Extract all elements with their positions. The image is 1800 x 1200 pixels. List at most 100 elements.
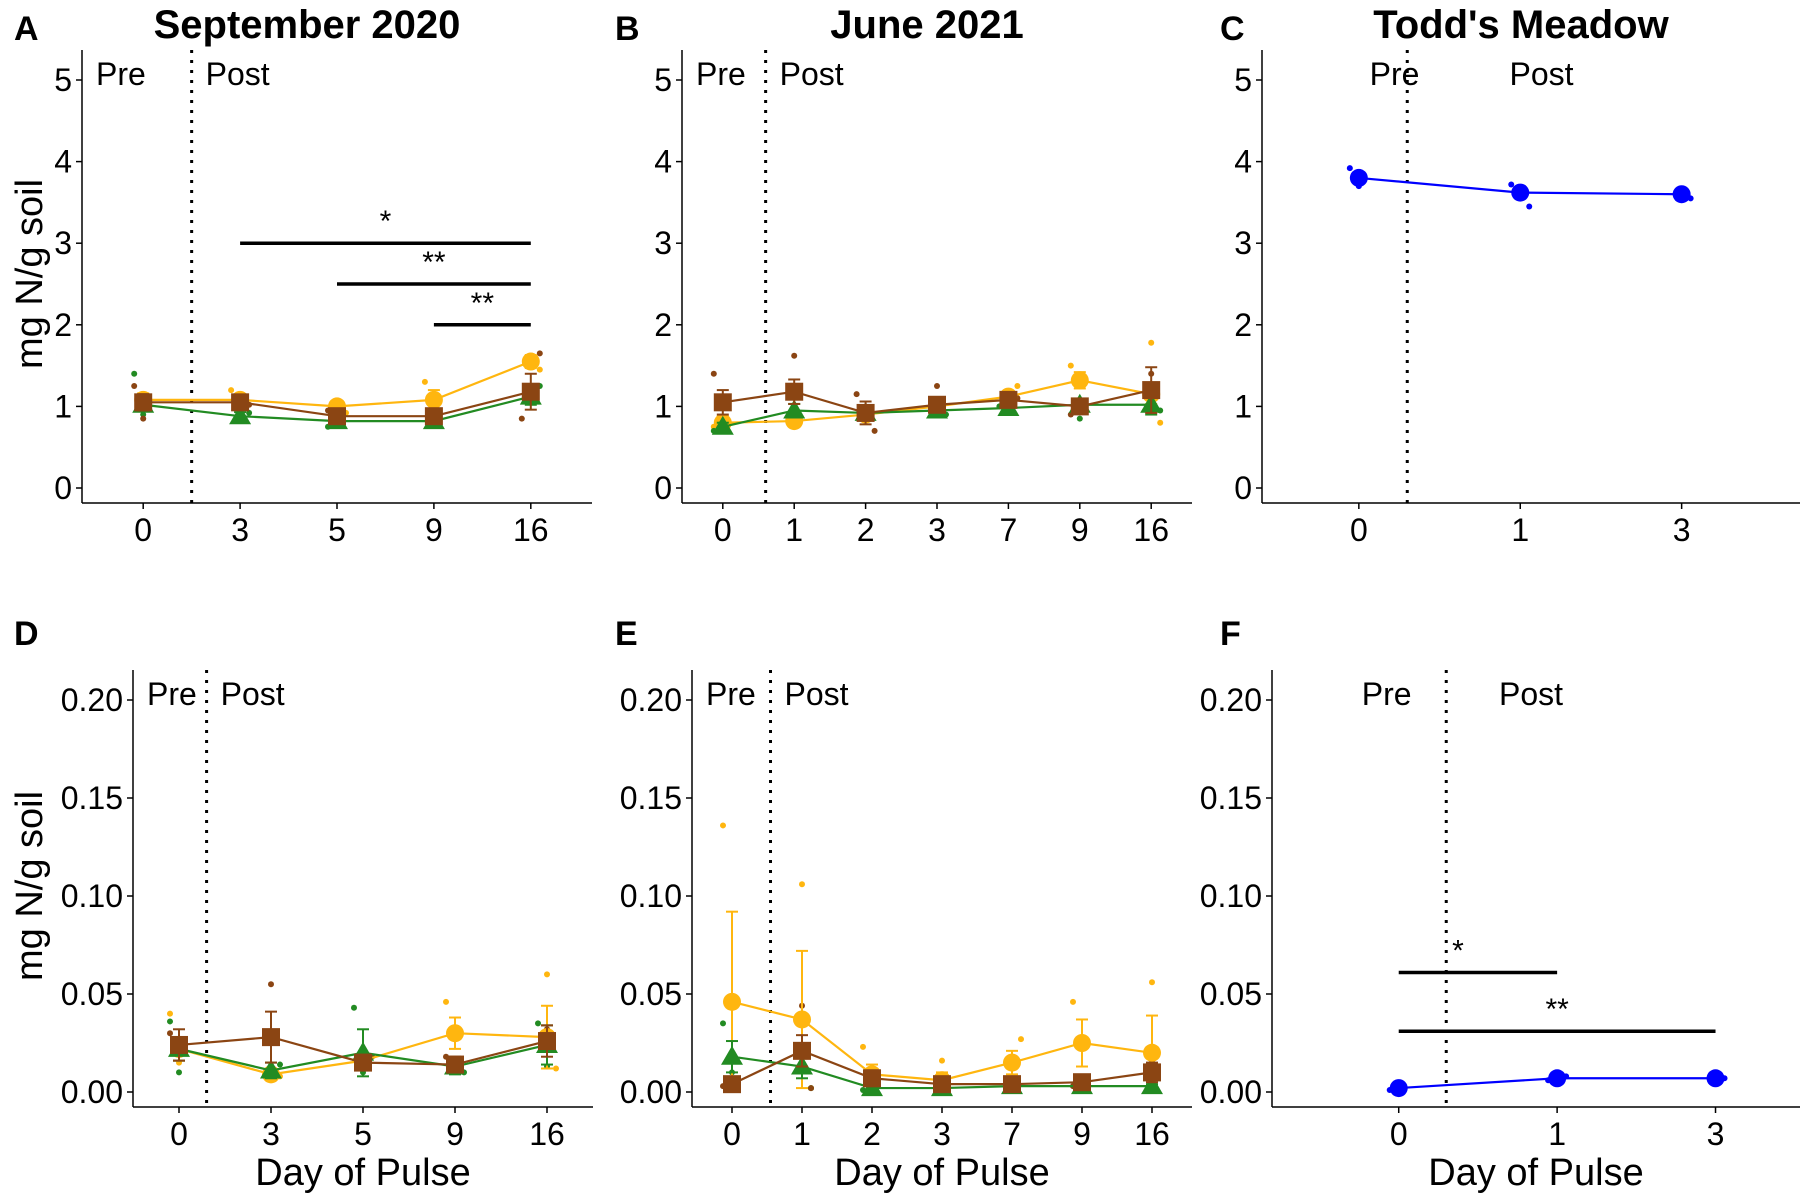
series-marker-circle [1349, 168, 1368, 187]
raw-point [167, 1010, 173, 1017]
series-marker-circle [1511, 183, 1530, 202]
panel-a: A September 2020 0 1 2 3 4 5 0 3 5 9 16 Pre Post mg N/g… [9, 3, 592, 548]
x-tick-label: 16 [1133, 512, 1169, 548]
series-marker-triangle [721, 1045, 743, 1065]
raw-point [351, 1004, 357, 1011]
post-label: Post [1509, 56, 1573, 92]
series-marker-square [231, 393, 250, 412]
raw-point [1526, 203, 1533, 210]
series-marker-square [863, 1069, 881, 1088]
raw-point [871, 427, 878, 434]
panel-c: C Todd's Meadow 0 1 2 3 4 5 0 1 3 Pre Post [1220, 3, 1800, 548]
pre-label: Pre [147, 676, 197, 712]
x-tick-label: 3 [231, 512, 249, 548]
raw-point [791, 352, 798, 359]
series-marker-triangle [783, 399, 806, 419]
x-tick-label: 9 [1071, 512, 1089, 548]
x-tick-label: 5 [328, 512, 346, 548]
series-marker-square [1003, 1075, 1021, 1094]
x-tick-label: 3 [262, 1116, 280, 1152]
raw-point [860, 1043, 866, 1050]
post-label: Post [206, 56, 270, 92]
series-marker-circle [1389, 1079, 1408, 1098]
raw-point [277, 1061, 283, 1068]
series-marker-circle [424, 390, 443, 409]
raw-point [140, 415, 147, 422]
y-tick-label: 5 [54, 62, 72, 98]
raw-point [1157, 419, 1164, 426]
series-marker-circle [1003, 1053, 1021, 1072]
x-tick-label: 1 [793, 1116, 811, 1152]
significance-label: ** [471, 287, 495, 320]
y-tick-label: 0.00 [61, 1074, 123, 1110]
y-tick-label: 1 [54, 388, 72, 424]
y-tick-label: 4 [54, 144, 72, 180]
x-tick-label: 7 [1003, 1116, 1021, 1152]
y-tick-label: 5 [1234, 62, 1252, 98]
panel-e: E 0.00 0.05 0.10 0.15 0.20 0 1 2 3 7 9 16 Pre Post Day … [615, 615, 1192, 1194]
raw-point [536, 366, 543, 373]
x-tick-label: 2 [863, 1116, 881, 1152]
y-axis-label: mg N/g soil [9, 179, 51, 369]
series-marker-square [856, 403, 875, 422]
raw-point [1346, 165, 1353, 172]
y-tick-label: 0.05 [1200, 976, 1262, 1012]
raw-point [553, 1065, 559, 1072]
y-tick-label: 0 [1234, 470, 1252, 506]
y-tick-label: 3 [1234, 225, 1252, 261]
series-marker-triangle [229, 405, 252, 425]
panel-letter: E [615, 615, 638, 653]
series-marker-square [134, 393, 153, 412]
raw-point [535, 1020, 541, 1027]
y-tick-label: 0.05 [61, 976, 123, 1012]
y-tick-label: 0.00 [1200, 1074, 1262, 1110]
panel-b: B June 2021 0 1 2 3 4 5 0 1 2 3 7 9 16 Pre Post [615, 3, 1192, 548]
y-tick-label: 0.20 [1200, 682, 1262, 718]
series-marker-circle [1070, 371, 1089, 390]
x-tick-label: 0 [1390, 1116, 1408, 1152]
y-tick-label: 0.20 [61, 682, 123, 718]
x-tick-label: 3 [1673, 512, 1691, 548]
raw-point [1014, 383, 1021, 389]
x-axis-label: Day of Pulse [1428, 1152, 1643, 1194]
y-tick-label: 0.10 [1200, 878, 1262, 914]
y-tick-label: 2 [54, 307, 72, 343]
significance-label: ** [422, 246, 446, 279]
raw-point [1018, 1036, 1024, 1043]
x-axis-label: Day of Pulse [834, 1152, 1049, 1194]
series-marker-circle [793, 1010, 811, 1029]
series-marker-circle [521, 352, 540, 371]
x-tick-label: 1 [1511, 512, 1529, 548]
y-tick-label: 1 [654, 388, 672, 424]
x-tick-label: 0 [1350, 512, 1368, 548]
y-tick-label: 0.15 [1200, 780, 1262, 816]
raw-point [131, 383, 138, 389]
x-tick-label: 2 [857, 512, 875, 548]
y-tick-label: 0 [654, 470, 672, 506]
x-tick-label: 7 [1000, 512, 1018, 548]
post-label: Post [1499, 676, 1563, 712]
series-marker-square [328, 407, 346, 426]
series-marker-circle [1548, 1069, 1567, 1088]
raw-point [710, 370, 717, 377]
y-tick-label: 0 [54, 470, 72, 506]
series-marker-square [1070, 397, 1089, 416]
series-marker-triangle [711, 415, 734, 435]
y-tick-label: 1 [1234, 388, 1252, 424]
x-tick-label: 1 [785, 512, 803, 548]
x-tick-label: 1 [1548, 1116, 1566, 1152]
series-marker-square [713, 393, 732, 412]
x-tick-label: 0 [134, 512, 152, 548]
y-tick-label: 3 [654, 225, 672, 261]
raw-point [131, 370, 138, 377]
panel-letter: B [615, 10, 640, 48]
raw-point [1076, 415, 1083, 422]
raw-point [1148, 339, 1155, 346]
series-marker-square [723, 1075, 741, 1094]
series-marker-square [1143, 1063, 1161, 1082]
panel-letter: D [14, 615, 39, 653]
significance-label: * [1452, 934, 1464, 967]
pre-label: Pre [1362, 676, 1412, 712]
x-tick-label: 0 [714, 512, 732, 548]
